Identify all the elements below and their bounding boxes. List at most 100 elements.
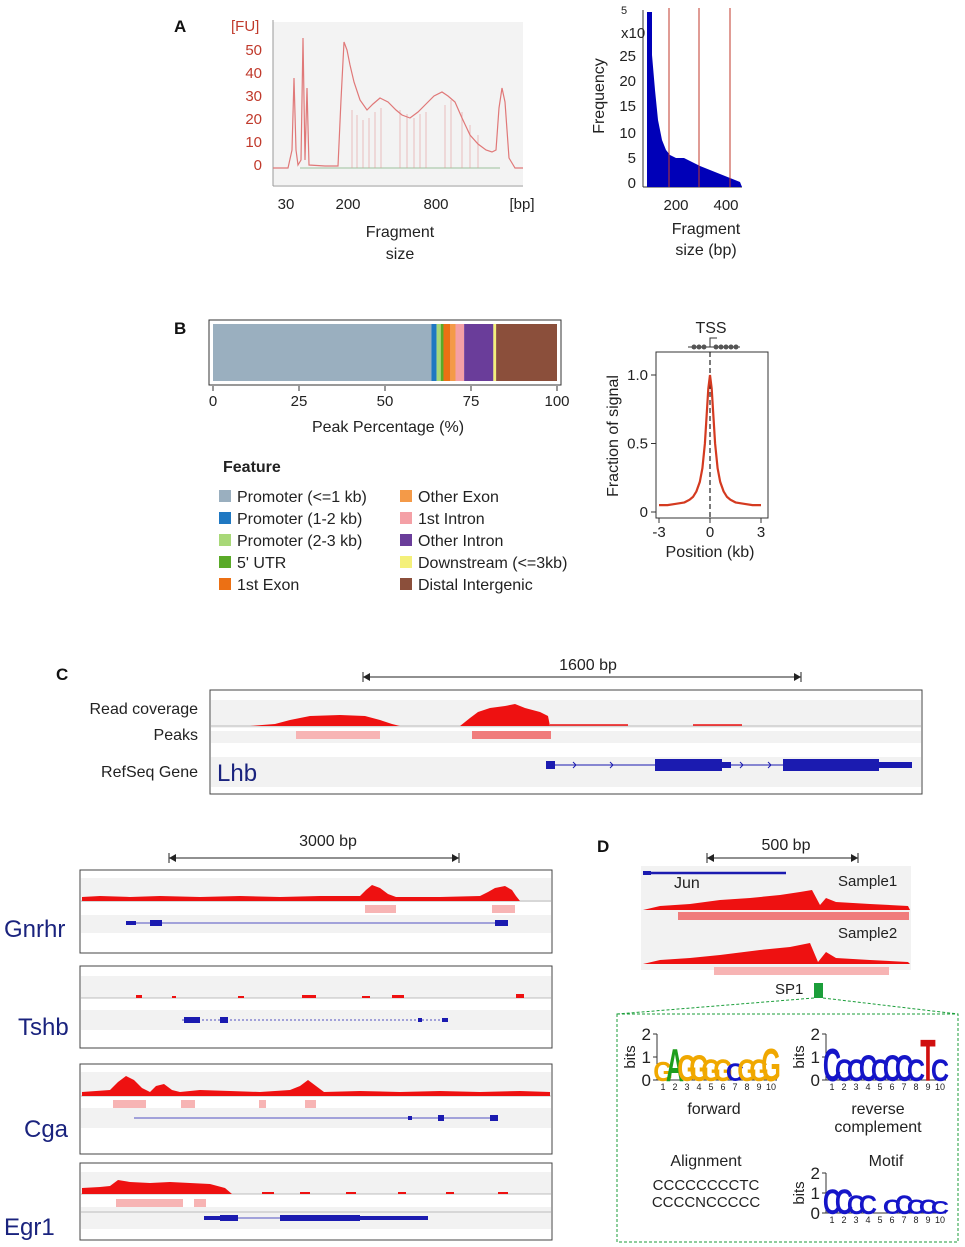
forward-letter-8: G [749, 1052, 769, 1087]
tss-x-tick-1: 0 [706, 524, 714, 541]
forward-letter-6: C [726, 1059, 744, 1087]
motif-x-tick-5: 6 [889, 1215, 894, 1225]
revcomp-label-line1: reverse [851, 1101, 904, 1118]
bar-segment-5 [450, 324, 456, 381]
bar-x-tick-4: 100 [544, 393, 569, 410]
forward-x-tick-9: 10 [766, 1082, 776, 1092]
bar-segment-8 [493, 324, 497, 381]
bioanalyzer-y-unit: [FU] [231, 18, 259, 35]
revcomp-letter-2: C [847, 1052, 865, 1087]
alignment-line-2: CCCCNCCCCC [652, 1194, 760, 1211]
fragment-histogram: x10 5 25 20 15 10 5 0 Frequency 200 400 … [591, 5, 742, 259]
bar-segment-7 [464, 324, 494, 381]
legend-label-1-0: Other Exon [418, 489, 499, 506]
bar-segment-0 [213, 324, 432, 381]
motif-letter-0: C [823, 1183, 841, 1222]
motif-y-tick-2: 0 [811, 1204, 820, 1223]
revcomp-x-tick-4: 5 [877, 1082, 882, 1092]
bioanalyzer-y-tick-2: 30 [245, 88, 262, 105]
tss-x-tick-0: -3 [652, 524, 665, 541]
bar-x-tick-1: 25 [291, 393, 308, 410]
bar-segment-4 [443, 324, 451, 381]
motif-letter-8: C [919, 1195, 937, 1219]
histogram-y-exponent-base: x10 [621, 25, 645, 42]
lhb-browser-view: Read coverage Peaks RefSeq Gene Lhb [89, 689, 923, 795]
scale-bar-500: 500 bp [706, 837, 859, 863]
histogram-xlabel-line2: size (bp) [675, 242, 736, 259]
forward-letter-3: G [689, 1047, 709, 1089]
histogram-y-exponent: 5 [621, 5, 627, 17]
sample1-label: Sample1 [838, 873, 897, 890]
bioanalyzer-x-tick-2: 800 [423, 196, 448, 213]
lhb-peak-1 [296, 731, 380, 739]
forward-letter-2: G [677, 1047, 697, 1089]
scale-label-3000: 3000 bp [299, 833, 357, 850]
motif-letter-5: C [883, 1195, 901, 1219]
motif-letter-1: C [835, 1183, 853, 1222]
forward-x-tick-0: 1 [660, 1082, 665, 1092]
forward-x-tick-5: 6 [720, 1082, 725, 1092]
gnrhr-browser-view: Gnrhr [4, 869, 553, 954]
bar-segment-6 [455, 324, 465, 381]
bioanalyzer-trace: [FU] 50 40 30 20 10 0 30 200 800 [bp] Fr… [231, 18, 535, 263]
motif-x-tick-7: 8 [913, 1215, 918, 1225]
feature-legend: Feature Promoter (<=1 kb) Promoter (1-2 k… [219, 459, 567, 594]
legend-swatch-1-2 [400, 534, 412, 546]
motif-letter-6: C [895, 1189, 913, 1220]
legend-label-0-4: 1st Exon [237, 577, 299, 594]
legend-swatch-1-1 [400, 512, 412, 524]
scale-bar-1600: 1600 bp [362, 657, 802, 682]
revcomp-x-tick-5: 6 [889, 1082, 894, 1092]
revcomp-y-tick-0: 2 [811, 1025, 820, 1044]
tss-signal-line [659, 374, 761, 507]
forward-x-tick-3: 4 [696, 1082, 701, 1092]
motif-title: Motif [869, 1153, 904, 1170]
legend-label-1-4: Distal Intergenic [418, 577, 533, 594]
cga-browser-view: Cga [24, 1063, 553, 1155]
bar-segment-1 [431, 324, 437, 381]
egr1-coverage [82, 1180, 232, 1194]
revcomp-letter-3: C [859, 1047, 877, 1089]
tss-y-tick-0: 1.0 [627, 367, 648, 384]
gnrhr-coverage [82, 885, 520, 901]
bar-x-tick-2: 50 [377, 393, 394, 410]
forward-letter-1: A [666, 1039, 684, 1091]
motif-letter-2: C [847, 1189, 865, 1220]
motif-y-tick-0: 2 [811, 1164, 820, 1183]
legend-swatch-0-3 [219, 556, 231, 568]
egr1-browser-view: Egr1 [4, 1162, 553, 1241]
gene-label-tshb: Tshb [18, 1014, 69, 1041]
scale-bar-3000: 3000 bp [168, 833, 460, 863]
legend-label-0-0: Promoter (<=1 kb) [237, 489, 367, 506]
forward-y-tick-2: 0 [642, 1071, 651, 1090]
bioanalyzer-plot-area [273, 22, 523, 185]
tss-xlabel: Position (kb) [666, 544, 755, 561]
scale-label-1600: 1600 bp [559, 657, 617, 674]
lhb-peak-2 [472, 731, 551, 739]
motif-x-tick-4: 5 [877, 1215, 882, 1225]
legend-label-1-1: 1st Intron [418, 511, 485, 528]
histogram-y-tick-4: 5 [628, 150, 636, 167]
revcomp-letter-9: C [931, 1052, 949, 1087]
jun-browser-view: Jun Sample1 Sample2 [641, 866, 911, 975]
tshb-browser-view: Tshb [18, 965, 553, 1049]
bar-segment-2 [436, 324, 441, 381]
bioanalyzer-y-tick-3: 20 [245, 111, 262, 128]
bar-x-axis: 0 25 50 75 100 [209, 386, 570, 410]
legend-label-1-2: Other Intron [418, 533, 503, 550]
legend-title: Feature [223, 459, 281, 476]
sample2-coverage [643, 943, 910, 964]
cga-coverage [82, 1076, 550, 1096]
forward-x-tick-1: 2 [672, 1082, 677, 1092]
motif-x-tick-3: 4 [865, 1215, 870, 1225]
revcomp-letter-8: T [920, 1028, 936, 1094]
revcomp-letter-7: C [907, 1052, 925, 1087]
revcomp-letter-6: C [895, 1047, 913, 1089]
bioanalyzer-trace-line [273, 37, 523, 169]
tss-profile-chart: TSS 1.00.50-3 0 3 Fraction of signal Posit… [605, 320, 769, 561]
forward-letter-5: G [713, 1052, 733, 1087]
revcomp-x-tick-1: 2 [841, 1082, 846, 1092]
histogram-y-tick-1: 20 [619, 73, 636, 90]
revcomp-x-tick-7: 8 [913, 1082, 918, 1092]
